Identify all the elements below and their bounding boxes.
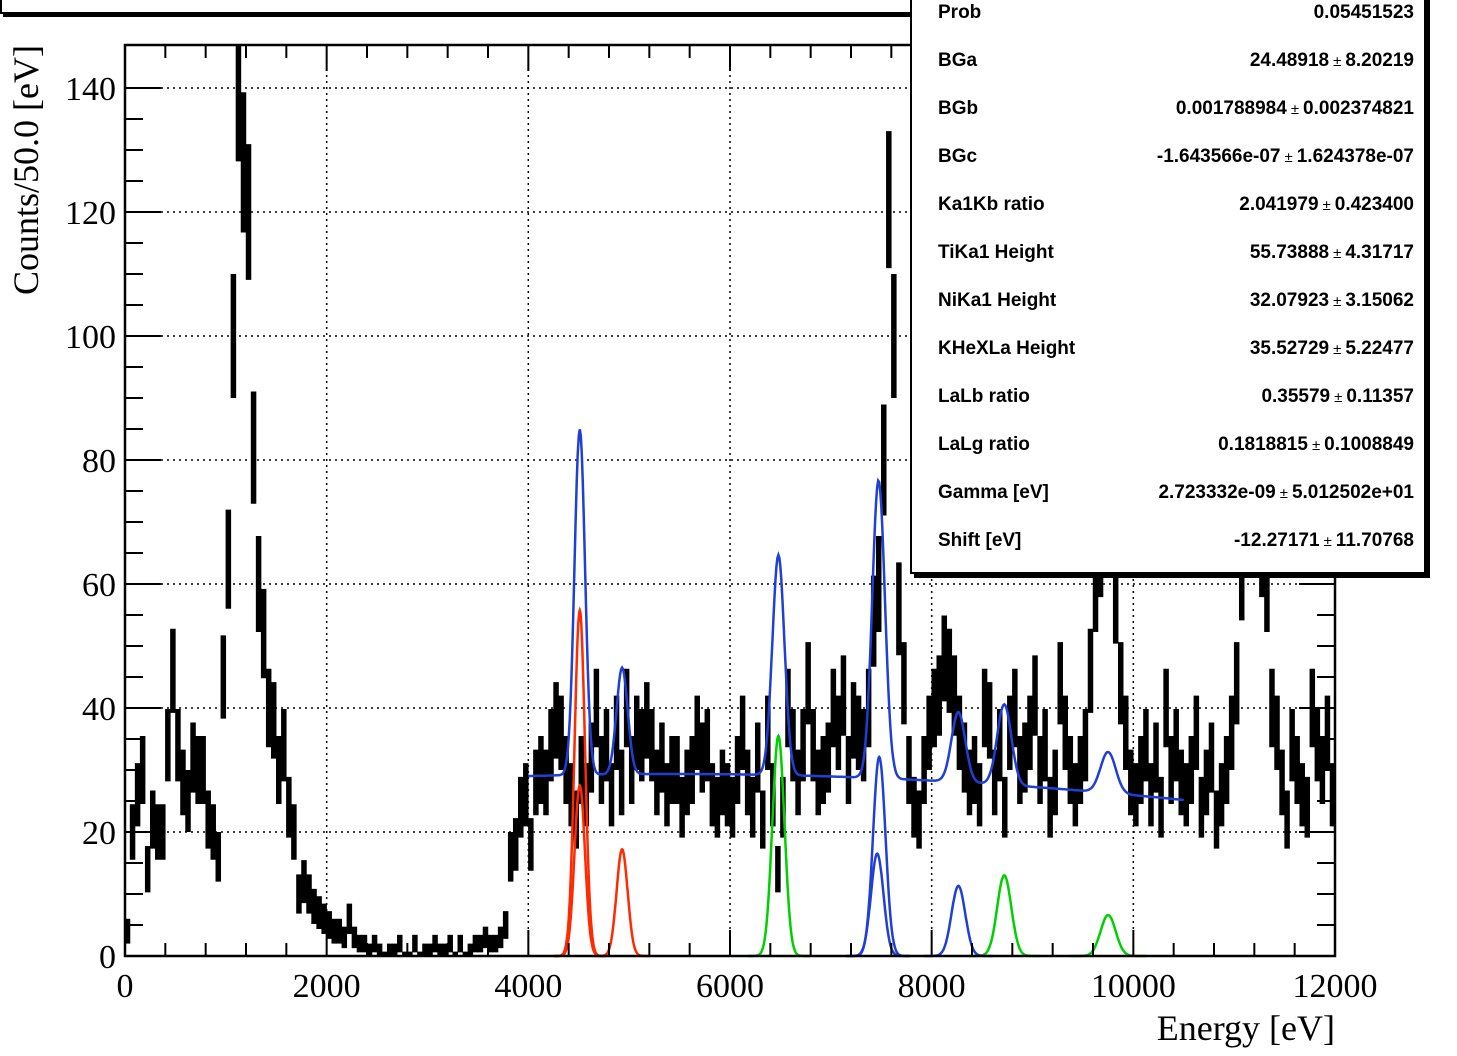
x-tick-label: 12000	[1293, 968, 1378, 1005]
stats-param-name: KHeXLa Height	[938, 338, 1076, 359]
stats-error: 3.15062	[1345, 290, 1414, 311]
x-tick-label: 8000	[898, 968, 966, 1005]
stats-param-value: 0.001788984 ±0.002374821	[1176, 98, 1414, 120]
stats-error: 0.1008849	[1324, 434, 1414, 455]
stats-param-value: 35.52729 ±5.22477	[1250, 338, 1414, 360]
stats-row: NiKa1 Height 32.07923 ±3.15062	[912, 290, 1424, 337]
stats-param-value: 2.723332e-09 ±5.012502e+01	[1158, 482, 1414, 504]
total-fit-curve	[528, 429, 1185, 802]
stats-param-name: Prob	[938, 2, 982, 23]
stats-row: KHeXLa Height 35.52729 ±5.22477	[912, 338, 1424, 385]
y-tick-label: 100	[65, 319, 116, 356]
stats-param-value: -12.27171 ±11.70768	[1234, 530, 1414, 552]
stats-row: Shift [eV] -12.27171 ±11.70768	[912, 530, 1424, 577]
plus-minus-symbol: ±	[1284, 149, 1293, 166]
stats-value: -12.27171	[1233, 530, 1320, 551]
stats-value: 24.48918	[1249, 50, 1330, 71]
x-tick-label: 0	[117, 968, 134, 1005]
stats-error: 8.20219	[1345, 50, 1414, 71]
plus-minus-symbol: ±	[1279, 485, 1288, 502]
plus-minus-symbol: ±	[1333, 341, 1342, 358]
x-tick-label: 6000	[696, 968, 764, 1005]
stats-value: 0.001788984	[1175, 98, 1287, 119]
stats-error: 1.624378e-07	[1296, 146, 1414, 167]
stats-param-name: BGa	[938, 50, 978, 71]
component-peak-curve	[846, 852, 909, 958]
stats-value: 2.723332e-09	[1158, 482, 1276, 503]
plus-minus-symbol: ±	[1333, 293, 1342, 310]
stats-param-value: 55.73888 ±4.31717	[1250, 242, 1414, 264]
x-axis-title: Energy [eV]	[1157, 1008, 1335, 1048]
stats-param-value: 2.041979 ±0.423400	[1239, 194, 1414, 216]
stats-value: 0.05451523	[1313, 2, 1414, 23]
component-peak-curve	[1070, 913, 1146, 958]
stats-error: 11.70768	[1335, 530, 1414, 551]
stats-error: 0.423400	[1334, 194, 1414, 215]
stats-error: 0.11357	[1346, 386, 1414, 407]
stats-param-name: LaLg ratio	[938, 434, 1030, 455]
fit-statistics-box: Prob 0.05451523 BGa 24.48918 ±8.20219 BGb 0.00…	[910, 0, 1426, 574]
stats-param-value: -1.643566e-07 ±1.624378e-07	[1157, 146, 1414, 168]
y-tick-label: 0	[99, 939, 116, 976]
stats-param-name: NiKa1 Height	[938, 290, 1057, 311]
x-tick-label: 2000	[293, 968, 361, 1005]
stats-param-value: 0.05451523	[1314, 2, 1414, 24]
component-peak-curve	[553, 783, 606, 958]
y-tick-label: 20	[82, 815, 116, 852]
stats-row: Ka1Kb ratio 2.041979 ±0.423400	[912, 194, 1424, 241]
component-peak-curve	[594, 847, 650, 958]
plus-minus-symbol: ±	[1322, 197, 1331, 214]
plus-minus-symbol: ±	[1333, 245, 1342, 262]
stats-value: 32.07923	[1249, 290, 1330, 311]
stats-param-name: TiKa1 Height	[938, 242, 1054, 263]
y-tick-label: 80	[82, 443, 116, 480]
stats-value: 0.1818815	[1218, 434, 1308, 455]
stats-error: 4.31717	[1345, 242, 1414, 263]
y-axis-title: Counts/50.0 [eV]	[6, 45, 46, 295]
stats-row: TiKa1 Height 55.73888 ±4.31717	[912, 242, 1424, 289]
x-tick-label: 4000	[494, 968, 562, 1005]
stats-row: Prob 0.05451523	[912, 2, 1424, 49]
component-peak-curve	[924, 884, 993, 958]
stats-row: BGa 24.48918 ±8.20219	[912, 50, 1424, 97]
stats-param-value: 24.48918 ±8.20219	[1250, 50, 1414, 72]
stats-error: 0.002374821	[1303, 98, 1414, 119]
plus-minus-symbol: ±	[1290, 101, 1300, 118]
stats-value: 55.73888	[1249, 242, 1330, 263]
stats-param-name: Shift [eV]	[938, 530, 1022, 551]
y-tick-label: 140	[65, 71, 116, 108]
stats-param-name: Ka1Kb ratio	[938, 194, 1045, 215]
stats-error: 5.22477	[1345, 338, 1414, 359]
stats-value: 2.041979	[1239, 194, 1319, 215]
stats-param-value: 32.07923 ±3.15062	[1250, 290, 1414, 312]
y-tick-label: 120	[65, 195, 116, 232]
stats-param-value: 0.1818815 ±0.1008849	[1218, 434, 1414, 456]
stats-value: 0.35579	[1261, 386, 1331, 407]
stats-value: -1.643566e-07	[1156, 146, 1281, 167]
stats-row: LaLb ratio 0.35579 ±0.11357	[912, 386, 1424, 433]
plus-minus-symbol: ±	[1333, 53, 1342, 70]
stats-param-value: 0.35579 ±0.11357	[1261, 386, 1414, 408]
stats-param-name: BGc	[938, 146, 978, 167]
plus-minus-symbol: ±	[1334, 389, 1343, 406]
x-tick-label: 10000	[1091, 968, 1176, 1005]
y-tick-label: 40	[82, 691, 116, 728]
stats-param-name: Gamma [eV]	[938, 482, 1049, 503]
stats-row: BGc -1.643566e-07 ±1.624378e-07	[912, 146, 1424, 193]
tick-labels: 0 2000 4000 6000 8000 10000 12000 0 20 40 60 80 100 1…	[65, 71, 1378, 1005]
component-peak-curve	[969, 874, 1040, 958]
stats-param-name: BGb	[938, 98, 979, 119]
stats-row: LaLg ratio 0.1818815 ±0.1008849	[912, 434, 1424, 481]
stats-row: BGb 0.001788984 ±0.002374821	[912, 98, 1424, 145]
stats-error: 5.012502e+01	[1291, 482, 1414, 503]
plus-minus-symbol: ±	[1323, 533, 1332, 550]
stats-value: 35.52729	[1249, 338, 1330, 359]
y-tick-label: 60	[82, 567, 116, 604]
stats-row: Gamma [eV] 2.723332e-09 ±5.012502e+01	[912, 482, 1424, 529]
plus-minus-symbol: ±	[1311, 437, 1321, 454]
stats-param-name: LaLb ratio	[938, 386, 1030, 407]
histogram-data	[124, 45, 1336, 956]
